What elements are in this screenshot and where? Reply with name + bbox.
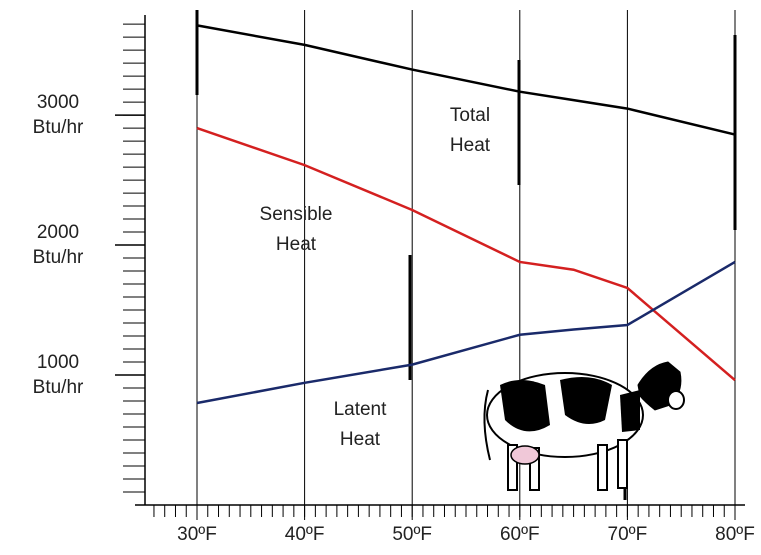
annotation: Heat [276, 234, 317, 255]
page: 1000 Btu/hr 2000 Btu/hr 3000 Btu/hr 30ºF 40ºF 50… [0, 0, 761, 555]
x-tick-label: 80ºF [715, 524, 755, 545]
annotation: Sensible [260, 204, 333, 225]
x-tick-label: 30ºF [177, 524, 217, 545]
x-tick-label: 40ºF [285, 524, 325, 545]
chart: 1000 Btu/hr 2000 Btu/hr 3000 Btu/hr 30ºF 40ºF 50… [0, 0, 761, 555]
y-tick-label: 1000 [37, 352, 79, 373]
y-tick-label: 3000 [37, 92, 79, 113]
cow-illustration [484, 362, 684, 490]
x-tick-label: 60ºF [500, 524, 540, 545]
annotation: Latent [334, 399, 388, 420]
x-tick-label: 50ºF [392, 524, 432, 545]
y-tick-unit: Btu/hr [33, 247, 84, 268]
annotation: Total [450, 105, 490, 126]
y-tick-unit: Btu/hr [33, 377, 84, 398]
y-tick-label: 2000 [37, 222, 79, 243]
x-tick-label: 70ºF [608, 524, 648, 545]
annotation: Heat [450, 135, 491, 156]
y-tick-unit: Btu/hr [33, 117, 84, 138]
annotation: Heat [340, 429, 381, 450]
